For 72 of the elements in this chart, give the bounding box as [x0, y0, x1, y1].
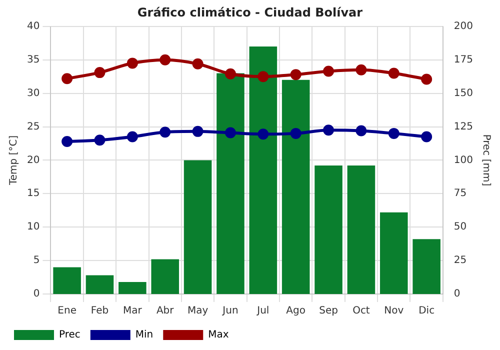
- point: [323, 124, 334, 136]
- legend-label: Min: [135, 330, 154, 341]
- bar: [249, 46, 278, 294]
- x-tick-label: Sep: [319, 306, 338, 317]
- y-tick-label: 20: [26, 154, 40, 166]
- y-tick-label: 25: [26, 121, 40, 132]
- point: [126, 131, 138, 142]
- x-tick-label: Ago: [286, 306, 306, 317]
- y2-axis-title: Prec [mm]: [480, 134, 492, 186]
- y-tick-label: 10: [26, 222, 40, 233]
- x-tick-label: Feb: [90, 306, 109, 317]
- point: [356, 125, 367, 136]
- point: [224, 127, 236, 138]
- y2-tick-label: 100: [454, 154, 474, 166]
- point: [258, 71, 269, 82]
- point: [126, 58, 138, 69]
- point: [388, 128, 400, 139]
- point: [94, 134, 106, 146]
- y-tick-label: 40: [26, 20, 40, 32]
- point: [290, 128, 302, 139]
- bar: [380, 212, 408, 294]
- x-tick-label: Oct: [352, 306, 370, 317]
- x-tick-label: Ene: [58, 306, 76, 317]
- bar: [184, 160, 212, 294]
- bar: [314, 166, 342, 294]
- x-tick-label: Jun: [222, 306, 238, 317]
- point: [62, 136, 73, 147]
- x-tick-label: Nov: [384, 306, 404, 317]
- y-axis-title: Temp [°C]: [8, 135, 20, 186]
- y2-tick-label: 125: [454, 121, 474, 132]
- bar: [347, 166, 376, 294]
- point: [62, 73, 73, 84]
- x-tick-label: Abr: [156, 306, 175, 317]
- bar: [118, 282, 146, 294]
- y-tick-label: 0: [33, 288, 40, 300]
- y2-tick-label: 150: [454, 88, 474, 99]
- point: [323, 66, 334, 77]
- bar: [282, 80, 310, 294]
- legend-label: Max: [208, 330, 229, 341]
- y2-tick-label: 200: [454, 20, 474, 32]
- point: [421, 74, 432, 85]
- bar: [412, 239, 440, 294]
- x-tick-label: Dic: [418, 306, 435, 317]
- point: [388, 68, 400, 79]
- y-tick-label: 5: [33, 255, 40, 266]
- point: [421, 131, 432, 142]
- y2-tick-label: 50: [454, 222, 467, 233]
- point: [258, 128, 269, 140]
- bar: [53, 267, 81, 294]
- point: [356, 64, 367, 76]
- y2-tick-label: 175: [454, 54, 474, 66]
- bar: [86, 275, 114, 294]
- point: [94, 67, 106, 78]
- point: [192, 126, 204, 137]
- y-tick-label: 15: [26, 188, 40, 200]
- y-tick-label: 30: [26, 88, 40, 99]
- point: [160, 54, 171, 66]
- bar: [216, 73, 244, 294]
- legend-label: Prec: [59, 330, 80, 341]
- x-tick-label: Jul: [256, 306, 270, 317]
- y2-tick-label: 25: [454, 255, 467, 266]
- chart-title: Gráfico climático - Ciudad Bolívar: [137, 5, 363, 20]
- point: [290, 69, 302, 80]
- point: [192, 58, 204, 70]
- y2-tick-label: 0: [454, 288, 460, 300]
- point: [224, 68, 236, 80]
- y-tick-label: 35: [26, 54, 40, 66]
- y2-tick-label: 75: [454, 188, 467, 200]
- bar: [151, 259, 180, 294]
- x-tick-label: May: [187, 306, 208, 317]
- point: [160, 126, 171, 138]
- x-tick-label: Mar: [122, 306, 143, 317]
